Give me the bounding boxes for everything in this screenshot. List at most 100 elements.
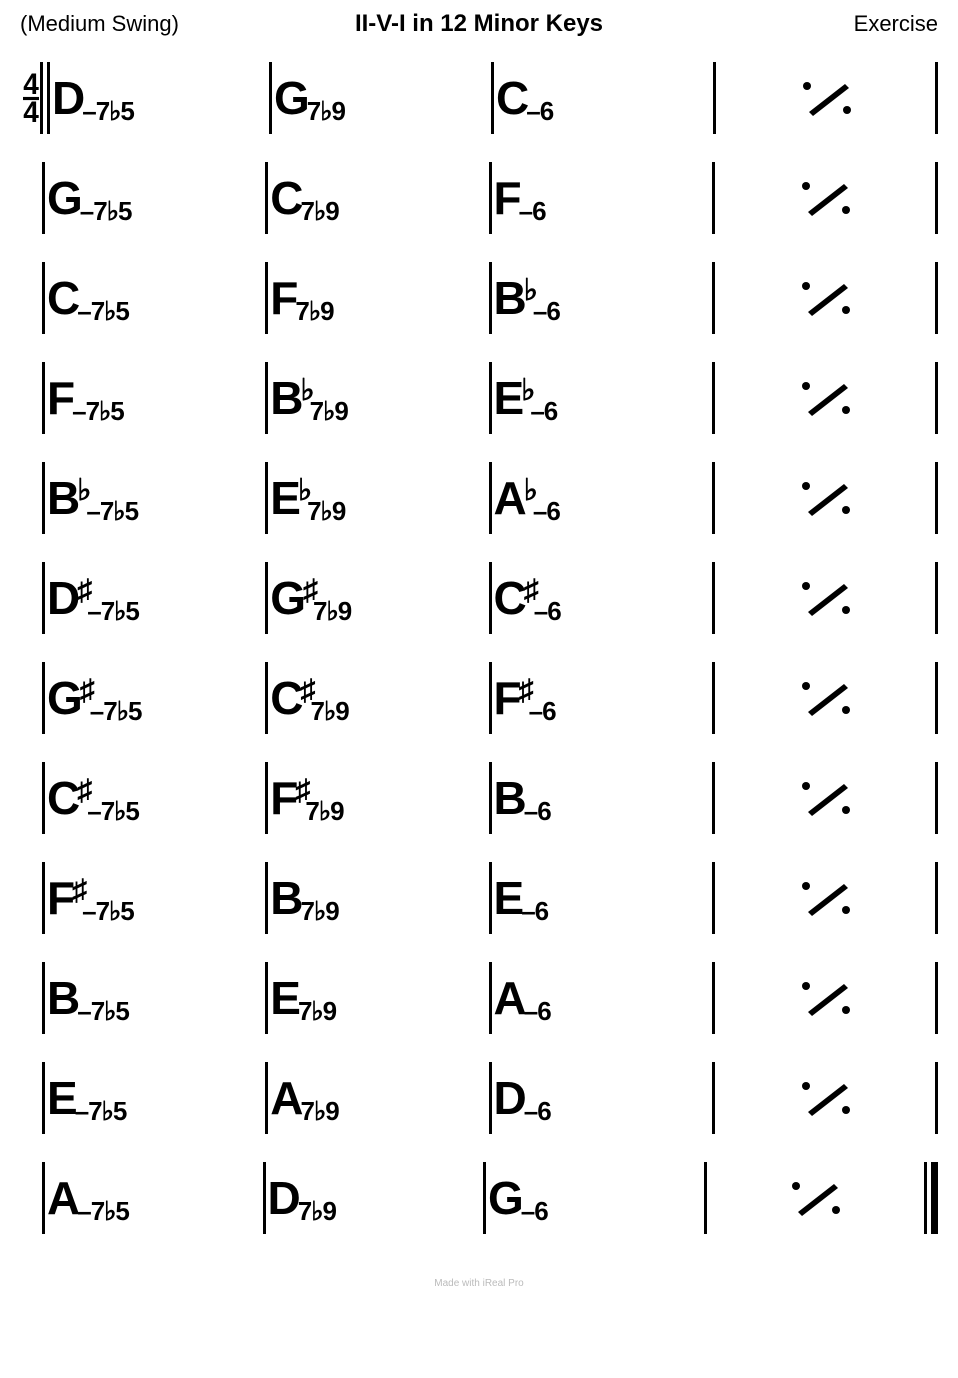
chord-root: C bbox=[270, 171, 302, 225]
chord-quality: –6 bbox=[530, 396, 557, 427]
chord-cell: B♭–7♭5 bbox=[45, 462, 265, 534]
repeat-previous-bar bbox=[715, 862, 935, 934]
chord-root: A bbox=[494, 971, 526, 1025]
chord-root: B bbox=[47, 471, 79, 525]
chord-quality: –7♭5 bbox=[90, 696, 142, 727]
chord-root: F bbox=[270, 271, 297, 325]
chart-row: F♯–7♭5B7♭9E–6 bbox=[20, 848, 938, 948]
barline bbox=[935, 962, 938, 1034]
header: (Medium Swing) II-V-I in 12 Minor Keys E… bbox=[20, 10, 938, 38]
chord-cell: E♭7♭9 bbox=[268, 462, 488, 534]
repeat-previous-bar bbox=[715, 562, 935, 634]
chord-cell: A7♭9 bbox=[268, 1062, 488, 1134]
chord-quality: –6 bbox=[524, 796, 551, 827]
chord-quality: –6 bbox=[524, 1096, 551, 1127]
chord-cell: G–7♭5 bbox=[45, 162, 265, 234]
chord-root: B bbox=[494, 271, 526, 325]
repeat-previous-bar bbox=[716, 62, 935, 134]
barline bbox=[935, 762, 938, 834]
chord-root: F bbox=[47, 371, 74, 425]
chord-root: G bbox=[47, 171, 82, 225]
chord-cell: B♭7♭9 bbox=[268, 362, 488, 434]
chord-cell: D–7♭5 bbox=[50, 62, 269, 134]
chord-cell: G7♭9 bbox=[272, 62, 491, 134]
chord-quality: 7♭9 bbox=[310, 396, 348, 427]
chord-quality: –7♭5 bbox=[86, 496, 138, 527]
chord-quality: –6 bbox=[529, 696, 556, 727]
time-sig-den: 4 bbox=[23, 96, 39, 124]
chord-root: D bbox=[494, 1071, 526, 1125]
chord-cell: A♭–6 bbox=[492, 462, 712, 534]
chord-root: G bbox=[47, 671, 82, 725]
chord-root: C bbox=[47, 771, 79, 825]
repeat-previous-bar bbox=[715, 962, 935, 1034]
chord-root: G bbox=[488, 1171, 523, 1225]
chord-quality: –6 bbox=[533, 296, 560, 327]
chord-quality: –7♭5 bbox=[82, 96, 134, 127]
chord-cell: B♭–6 bbox=[492, 262, 712, 334]
repeat-previous-bar bbox=[715, 1062, 935, 1134]
chord-quality: 7♭9 bbox=[307, 96, 345, 127]
chord-root: C bbox=[47, 271, 79, 325]
chart-row: C–7♭5 F7♭9 B♭–6 bbox=[20, 248, 938, 348]
chord-root: F bbox=[494, 171, 521, 225]
chord-root: C bbox=[494, 571, 526, 625]
chord-quality: –7♭5 bbox=[87, 596, 139, 627]
chord-cell: B–6 bbox=[492, 762, 712, 834]
chord-root: A bbox=[494, 471, 526, 525]
chord-quality: –6 bbox=[533, 496, 560, 527]
chord-cell: D7♭9 bbox=[266, 1162, 484, 1234]
chord-cell: D♯–7♭5 bbox=[45, 562, 265, 634]
chord-root: G bbox=[274, 71, 309, 125]
chord-root: F bbox=[270, 771, 297, 825]
chord-quality: –7♭5 bbox=[75, 1096, 127, 1127]
chord-root: G bbox=[270, 571, 305, 625]
chord-quality: –6 bbox=[534, 596, 561, 627]
chord-root: A bbox=[270, 1071, 302, 1125]
chord-cell: B7♭9 bbox=[268, 862, 488, 934]
repeat-previous-bar bbox=[715, 462, 935, 534]
chord-cell: F♯–6 bbox=[492, 662, 712, 734]
barline bbox=[935, 562, 938, 634]
chart-row: G♯–7♭5C♯7♭9F♯–6 bbox=[20, 648, 938, 748]
chord-quality: –7♭5 bbox=[87, 796, 139, 827]
barline bbox=[935, 462, 938, 534]
chord-cell: F–7♭5 bbox=[45, 362, 265, 434]
chord-root: E bbox=[47, 1071, 77, 1125]
chord-root: D bbox=[47, 571, 79, 625]
title: II-V-I in 12 Minor Keys bbox=[280, 10, 678, 38]
chord-quality: –7♭5 bbox=[77, 996, 129, 1027]
chord-quality: –7♭5 bbox=[77, 296, 129, 327]
chart-row: 44D–7♭5G7♭9C–6 bbox=[20, 48, 938, 148]
chord-quality: 7♭9 bbox=[295, 296, 333, 327]
chart-row: E–7♭5A7♭9D–6 bbox=[20, 1048, 938, 1148]
chord-cell: F–6 bbox=[492, 162, 712, 234]
chart-row: A–7♭5D7♭9G–6 bbox=[20, 1148, 938, 1248]
chord-cell: E♭–6 bbox=[492, 362, 712, 434]
chord-cell: A–6 bbox=[492, 962, 712, 1034]
repeat-previous-bar bbox=[715, 162, 935, 234]
chord-cell: E7♭9 bbox=[268, 962, 488, 1034]
chord-cell: B–7♭5 bbox=[45, 962, 265, 1034]
chart-row: G–7♭5C7♭9F–6 bbox=[20, 148, 938, 248]
time-sig-num: 4 bbox=[23, 71, 39, 96]
chord-cell: E–7♭5 bbox=[45, 1062, 265, 1134]
repeat-previous-bar bbox=[715, 262, 935, 334]
chord-cell: F♯7♭9 bbox=[268, 762, 488, 834]
chord-root: F bbox=[494, 671, 521, 725]
chord-quality: –7♭5 bbox=[82, 896, 134, 927]
barline bbox=[935, 62, 938, 134]
chord-quality: 7♭9 bbox=[298, 996, 336, 1027]
chord-root: C bbox=[496, 71, 528, 125]
chord-quality: 7♭9 bbox=[300, 1096, 338, 1127]
chord-root: B bbox=[494, 771, 526, 825]
repeat-previous-bar bbox=[707, 1162, 925, 1234]
chord-root: F bbox=[47, 871, 74, 925]
chord-cell: C7♭9 bbox=[268, 162, 488, 234]
chord-quality: –6 bbox=[521, 896, 548, 927]
chord-quality: –7♭5 bbox=[72, 396, 124, 427]
barline bbox=[935, 362, 938, 434]
chord-quality: 7♭9 bbox=[310, 696, 348, 727]
chord-quality: 7♭9 bbox=[313, 596, 351, 627]
chord-cell: G♯7♭9 bbox=[268, 562, 488, 634]
